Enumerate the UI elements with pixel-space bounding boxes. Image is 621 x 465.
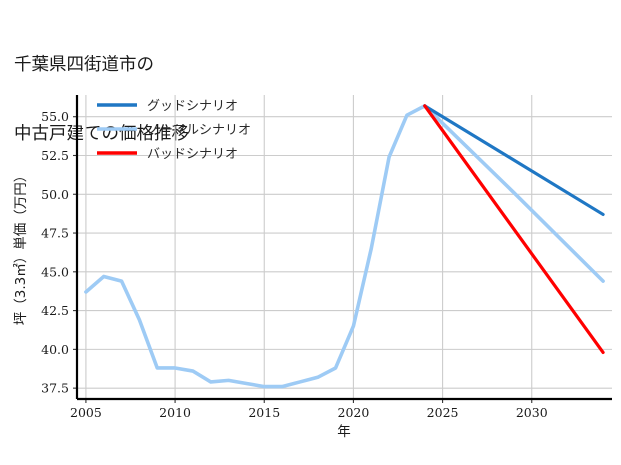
y-tick-label: 47.5	[41, 226, 69, 241]
x-axis-title: 年	[337, 424, 351, 440]
x-tick-label: 2025	[427, 405, 459, 420]
chart-title-line-2: 中古戸建ての価格推移	[14, 124, 189, 145]
y-tick-label: 45.0	[41, 264, 69, 279]
series-line-bad	[423, 104, 605, 355]
data-series-group	[84, 104, 605, 389]
series-line-normal	[84, 104, 605, 389]
x-tick-label: 2020	[338, 405, 370, 420]
x-tick-labels: 2005 2010 2015 2020 2025 2030	[70, 405, 548, 420]
y-tick-label: 40.0	[41, 342, 69, 357]
chart-title-line-1: 千葉県四街道市の	[14, 55, 154, 76]
gridlines	[77, 95, 612, 399]
y-tick-labels: 37.5 40.0 42.5 45.0 47.5 50.0 52.5 55.0	[41, 109, 69, 395]
y-tick-label: 42.5	[41, 303, 69, 318]
y-axis-title: 坪（3.3㎡）単価（万円）	[13, 169, 29, 325]
x-tick-label: 2010	[159, 405, 191, 420]
x-tick-label: 2005	[70, 405, 102, 420]
chart-title: 千葉県四街道市の 中古戸建ての価格推移	[14, 8, 574, 193]
y-tick-label: 50.0	[41, 187, 69, 202]
y-tick-label: 55.0	[41, 109, 69, 124]
x-tick-label: 2030	[516, 405, 548, 420]
legend-label: バッドシナリオ	[147, 147, 238, 162]
y-tick-label: 52.5	[41, 148, 69, 163]
series-line-good	[423, 104, 605, 217]
y-tick-label: 37.5	[41, 381, 69, 396]
x-tick-label: 2015	[248, 405, 280, 420]
legend-label: グッドシナリオ	[147, 99, 238, 114]
legend-label: ノーマルシナリオ	[147, 123, 251, 138]
